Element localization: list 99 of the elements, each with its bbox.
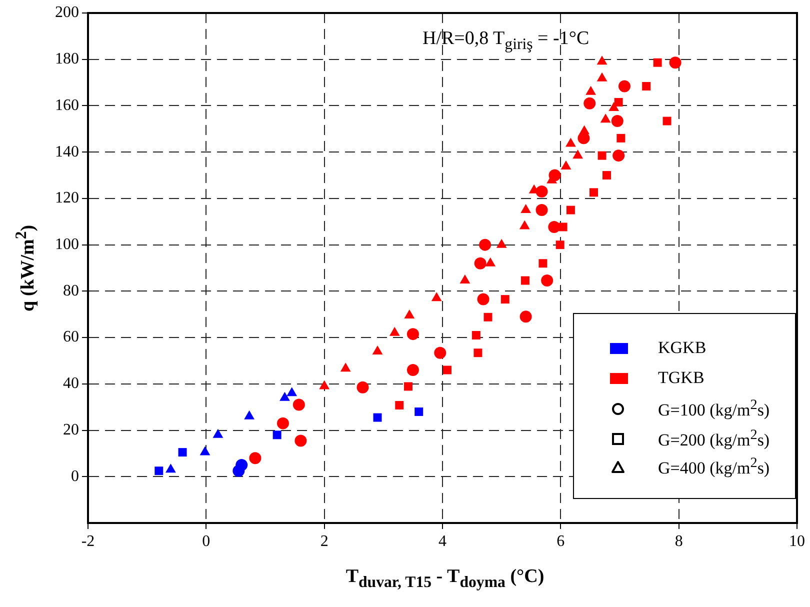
- point: [166, 464, 176, 473]
- point: [536, 186, 548, 198]
- point: [406, 364, 419, 376]
- point: [319, 380, 330, 390]
- point: [395, 400, 404, 410]
- x-tick-label: 6: [556, 532, 565, 550]
- point: [200, 446, 210, 456]
- x-tick-label: 2: [320, 532, 328, 550]
- point: [212, 428, 224, 438]
- y-tick-label: 120: [55, 190, 79, 207]
- y-tick-label: 60: [63, 328, 79, 346]
- y-tick-label: 140: [55, 143, 79, 160]
- point: [389, 326, 400, 336]
- point: [484, 312, 492, 322]
- point: [578, 132, 590, 144]
- point: [548, 220, 560, 233]
- point: [556, 240, 564, 250]
- point: [662, 116, 672, 126]
- point: [558, 222, 568, 232]
- text: H/R=0,8 T$_{giriş}$ = -1°C: [422, 28, 590, 54]
- annotation: G=400 (kg/m$^{2}$s): [658, 455, 770, 479]
- point: [404, 382, 412, 391]
- point: [414, 407, 424, 416]
- point: [520, 204, 532, 214]
- point: [406, 328, 419, 340]
- point: [294, 434, 307, 447]
- point: [244, 410, 254, 420]
- x-tick-label: 4: [438, 532, 446, 550]
- point: [560, 160, 572, 170]
- point: [178, 448, 187, 457]
- point: [474, 348, 482, 358]
- point: [434, 346, 446, 359]
- point: [236, 459, 248, 472]
- point: [541, 274, 554, 287]
- point: [474, 257, 486, 270]
- point: [276, 417, 289, 430]
- annotation: KGKB: [658, 338, 706, 358]
- point: [292, 398, 305, 411]
- point: [611, 115, 624, 128]
- point: [598, 151, 606, 160]
- point: [596, 72, 608, 82]
- point: [340, 362, 351, 372]
- point: [590, 188, 598, 197]
- point: [280, 392, 290, 401]
- point: [373, 413, 382, 422]
- point: [154, 466, 164, 476]
- point: [442, 366, 452, 374]
- point: [519, 220, 530, 230]
- point: [520, 276, 530, 285]
- x-tick-label: 0: [202, 532, 210, 550]
- point: [614, 98, 623, 106]
- point: [538, 259, 548, 268]
- point: [653, 58, 662, 67]
- y-tick-label: 0: [71, 468, 79, 485]
- x-tick-label: 10: [789, 532, 805, 550]
- point: [642, 82, 651, 90]
- point: [596, 56, 608, 65]
- point: [431, 292, 442, 302]
- point: [249, 452, 262, 464]
- point: [500, 295, 510, 304]
- annotation: G=100 (kg/m$^{2}$s): [658, 397, 770, 421]
- point: [586, 86, 596, 95]
- point: [602, 171, 611, 180]
- point: [477, 293, 490, 306]
- point: [618, 80, 630, 92]
- y-tick-label: 20: [63, 421, 79, 438]
- point: [600, 114, 611, 123]
- point: [536, 204, 548, 216]
- point: [472, 330, 480, 340]
- point: [356, 381, 369, 394]
- point: [572, 150, 583, 159]
- annotation: G=200 (kg/m$^{2}$s): [658, 427, 770, 451]
- point: [520, 310, 532, 323]
- point: [616, 134, 626, 142]
- x-tick-label: -2: [81, 532, 95, 550]
- point: [404, 310, 415, 319]
- point: [612, 150, 625, 162]
- x-tick-label: 8: [674, 532, 683, 550]
- y-tick-label: 180: [55, 50, 79, 68]
- y-tick-label: 80: [63, 282, 79, 300]
- point: [669, 56, 682, 69]
- point: [584, 97, 596, 110]
- point: [272, 430, 282, 440]
- point: [496, 238, 507, 248]
- point: [460, 274, 470, 284]
- point: [372, 345, 383, 354]
- y-tick-label: 40: [63, 375, 79, 392]
- y-tick-label: 100: [55, 236, 79, 254]
- point: [479, 238, 492, 251]
- y-tick-label: 200: [55, 4, 79, 22]
- point: [608, 102, 620, 112]
- x-axis-title: T$_{duvar, T15}$ - T$_{doyma}$ (°C): [346, 566, 544, 591]
- point: [548, 169, 561, 182]
- point: [485, 257, 496, 266]
- annotation: TGKB: [658, 368, 704, 388]
- point: [286, 387, 298, 396]
- point: [566, 138, 576, 147]
- point: [566, 206, 575, 214]
- y-tick-label: 160: [55, 96, 79, 114]
